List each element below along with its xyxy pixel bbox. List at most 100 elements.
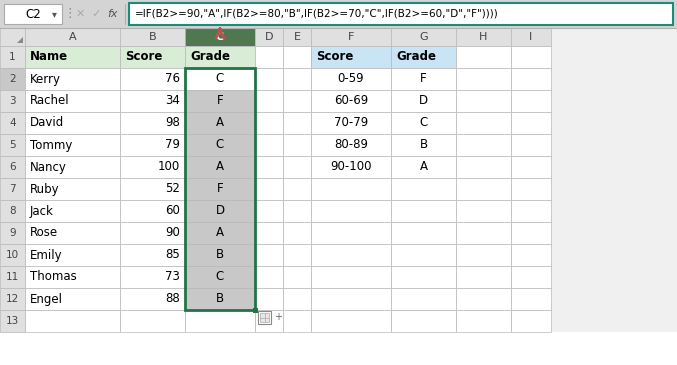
Bar bbox=[283, 46, 311, 68]
Bar bbox=[120, 266, 185, 288]
Bar bbox=[120, 156, 185, 178]
Bar bbox=[283, 134, 311, 156]
Bar bbox=[511, 156, 551, 178]
Bar bbox=[391, 90, 456, 112]
Bar bbox=[120, 112, 185, 134]
Bar bbox=[391, 134, 456, 156]
Bar bbox=[255, 46, 283, 68]
Bar bbox=[311, 222, 391, 244]
Bar bbox=[283, 112, 311, 134]
Bar bbox=[0, 46, 25, 68]
Bar bbox=[456, 310, 511, 332]
Bar bbox=[456, 46, 511, 68]
Bar bbox=[185, 28, 255, 46]
Text: H: H bbox=[479, 32, 487, 42]
Bar bbox=[25, 28, 120, 46]
Text: G: G bbox=[419, 32, 428, 42]
Bar bbox=[311, 178, 391, 200]
Text: 13: 13 bbox=[6, 316, 19, 326]
Bar bbox=[120, 134, 185, 156]
Text: C: C bbox=[419, 116, 428, 130]
Text: B: B bbox=[420, 138, 428, 151]
Bar bbox=[129, 3, 673, 25]
Text: 8: 8 bbox=[9, 206, 16, 216]
Bar bbox=[456, 222, 511, 244]
Bar bbox=[511, 266, 551, 288]
Bar bbox=[255, 28, 283, 46]
Bar bbox=[185, 310, 255, 332]
Bar bbox=[283, 28, 311, 46]
Text: C: C bbox=[216, 138, 224, 151]
Text: 52: 52 bbox=[165, 182, 180, 196]
Bar bbox=[311, 244, 391, 266]
Bar bbox=[511, 90, 551, 112]
Text: 79: 79 bbox=[165, 138, 180, 151]
Text: 88: 88 bbox=[165, 292, 180, 306]
Text: I: I bbox=[529, 32, 533, 42]
Bar bbox=[0, 222, 25, 244]
Text: 73: 73 bbox=[165, 270, 180, 284]
Bar bbox=[0, 266, 25, 288]
Bar bbox=[0, 134, 25, 156]
Bar bbox=[456, 288, 511, 310]
Text: B: B bbox=[216, 249, 224, 261]
Bar bbox=[25, 200, 120, 222]
Bar bbox=[283, 288, 311, 310]
Text: =IF(B2>=90,"A",IF(B2>=80,"B",IF(B2>=70,"C",IF(B2>=60,"D","F")))): =IF(B2>=90,"A",IF(B2>=80,"B",IF(B2>=70,"… bbox=[135, 9, 499, 19]
Text: 90-100: 90-100 bbox=[330, 161, 372, 173]
Text: E: E bbox=[294, 32, 301, 42]
Text: A: A bbox=[216, 227, 224, 239]
Bar bbox=[311, 310, 391, 332]
Bar bbox=[0, 112, 25, 134]
Text: Score: Score bbox=[316, 50, 353, 64]
Text: 12: 12 bbox=[6, 294, 19, 304]
Text: Kerry: Kerry bbox=[30, 73, 61, 85]
Text: D: D bbox=[419, 95, 428, 108]
Bar bbox=[255, 310, 283, 332]
Bar bbox=[25, 222, 120, 244]
Text: +: + bbox=[274, 312, 282, 323]
Bar bbox=[0, 244, 25, 266]
Bar bbox=[253, 307, 257, 312]
Bar bbox=[185, 68, 255, 310]
Text: 7: 7 bbox=[9, 184, 16, 194]
Bar bbox=[311, 46, 391, 68]
Bar bbox=[311, 68, 391, 90]
Bar bbox=[0, 90, 25, 112]
Bar bbox=[258, 311, 271, 324]
Bar bbox=[0, 288, 25, 310]
Text: Tommy: Tommy bbox=[30, 138, 72, 151]
Text: 100: 100 bbox=[158, 161, 180, 173]
Bar bbox=[260, 313, 269, 322]
Text: Grade: Grade bbox=[396, 50, 436, 64]
Bar bbox=[25, 244, 120, 266]
Text: Score: Score bbox=[125, 50, 162, 64]
Bar bbox=[120, 200, 185, 222]
Bar bbox=[391, 46, 456, 68]
Bar bbox=[283, 68, 311, 90]
Bar bbox=[511, 310, 551, 332]
Bar bbox=[456, 112, 511, 134]
Text: Ruby: Ruby bbox=[30, 182, 60, 196]
Bar bbox=[511, 112, 551, 134]
Bar bbox=[25, 178, 120, 200]
Bar bbox=[511, 200, 551, 222]
Bar bbox=[255, 266, 283, 288]
Text: F: F bbox=[217, 182, 223, 196]
Bar bbox=[511, 222, 551, 244]
Bar bbox=[283, 266, 311, 288]
Bar bbox=[255, 244, 283, 266]
Text: 90: 90 bbox=[165, 227, 180, 239]
Bar bbox=[283, 178, 311, 200]
Bar bbox=[120, 46, 185, 68]
Bar bbox=[120, 178, 185, 200]
Bar bbox=[456, 266, 511, 288]
Text: 2: 2 bbox=[9, 74, 16, 84]
Text: C: C bbox=[216, 32, 224, 42]
Bar bbox=[255, 156, 283, 178]
Bar bbox=[25, 134, 120, 156]
Bar bbox=[391, 156, 456, 178]
Bar bbox=[25, 288, 120, 310]
Bar bbox=[255, 112, 283, 134]
Bar bbox=[391, 266, 456, 288]
